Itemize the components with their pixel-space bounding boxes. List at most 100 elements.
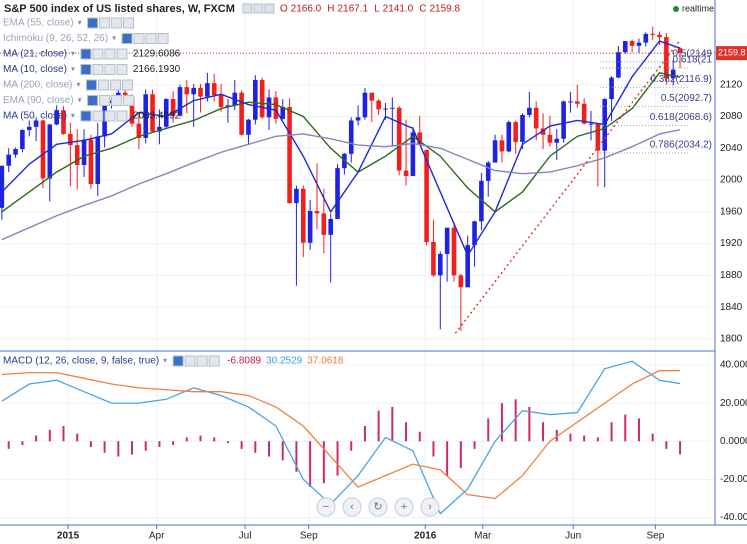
candle-body [396,107,402,171]
indicator-icon [133,33,145,44]
y-tick-label: 1920 [720,238,743,249]
histogram-bar [322,441,325,484]
candle-body [547,134,553,143]
histogram-bar [268,441,271,457]
zoom-in-button[interactable]: + [394,497,414,517]
candle-body [444,227,450,254]
indicator-icon [157,33,169,44]
candle-body [588,123,594,125]
indicator-icon [111,17,123,29]
scroll-left-button[interactable]: ‹ [342,497,362,517]
x-tick-label: 2016 [414,531,437,542]
y-tick-label: 2120 [720,79,743,90]
histogram-bar [363,426,366,442]
histogram-bar [405,422,408,442]
histogram-bar [62,426,65,442]
candle-body [266,97,272,118]
indicator-icon [123,17,135,29]
candle-body [362,92,368,118]
histogram-bar [487,418,490,442]
indicator-icon [172,355,184,367]
x-tick-label: 2015 [57,531,80,542]
x-tick-label: Sep [647,531,665,542]
histogram-bar [35,435,38,442]
indicator-icon [99,95,111,106]
histogram-bar [254,441,257,453]
indicator-icon [104,48,116,60]
indicator-title: MACD (12, 26, close, 9, false, true) [3,356,159,367]
indicator-icon [184,355,196,367]
y-tick-label: 2040 [720,143,743,154]
indicator-icon [208,355,220,367]
candle-body [239,92,244,135]
indicator-menu: ▾ [71,111,75,120]
indicator-readout: -6.8089 [227,356,261,367]
macd-line [1,360,681,515]
indicator-icon [116,110,128,122]
histogram-bar [651,433,654,442]
candle-body [499,140,505,152]
indicator-icon [80,48,92,60]
histogram-bar [596,437,599,442]
scroll-right-button[interactable]: › [420,497,440,517]
histogram-bar [473,441,476,449]
candle-body [6,154,12,166]
histogram-bar [624,414,627,442]
candle-body [47,124,53,179]
x-tick-label: Apr [149,531,165,542]
indicator-name: EMA (55, close) [3,18,74,29]
indicator-icon [99,17,111,29]
indicator-menu: ▾ [78,96,82,105]
candle-body [465,245,470,288]
candle-body [348,120,354,154]
candle-body [170,99,176,116]
y-tick-label: 1800 [720,334,743,345]
y-tick-label: 2080 [720,111,743,122]
reset-button[interactable]: ↻ [368,497,388,517]
candle-body [88,139,94,185]
histogram-bar [610,422,613,442]
histogram-bar [309,441,312,488]
indicator-menu: ▾ [163,356,167,365]
indicator-icon [116,48,128,60]
ohlc-value: 2141.0 [383,4,414,15]
candle-body [280,106,286,119]
candle-body [246,119,251,135]
histogram-bar [295,441,298,472]
x-tick-label: Jul [239,531,252,542]
candle-body [670,69,676,79]
candle-body [157,126,162,132]
candle-body [664,37,669,79]
indicator-icon [80,110,92,122]
candle-body [657,34,662,38]
indicator-value: 2166.1930 [133,64,181,75]
indicator-menu: ▾ [71,65,75,74]
candle-body [451,227,457,276]
candle-body [300,188,306,243]
svg-text:−: − [323,501,329,513]
fib-level-label: 0.786(2034.2) [650,140,712,151]
histogram-bar [528,406,531,442]
svg-text:↻: ↻ [373,501,382,513]
ohlc-value: 2166.0 [291,4,322,15]
candle-body [328,218,333,235]
indicator-menu: ▾ [76,80,80,89]
candle-body [616,52,621,78]
y-tick-label: 1960 [720,206,743,217]
fib-level-label: 0.618(2068.6) [650,112,712,123]
y-tick-label: 40.0000 [720,360,747,371]
candle-body [355,117,361,121]
candle-body [198,87,203,97]
indicator-icon [92,48,104,60]
histogram-bar [555,429,558,442]
histogram-bar [226,441,229,444]
indicator-menu: ▾ [78,18,82,27]
y-tick-label: -40.0000 [720,512,747,523]
histogram-bar [336,441,339,476]
histogram-bar [21,441,24,446]
zoom-out-button[interactable]: − [316,497,336,517]
indicator-name: MA (10, close) [3,64,67,75]
realtime-label: realtime [682,3,714,13]
candle-body [321,213,327,235]
